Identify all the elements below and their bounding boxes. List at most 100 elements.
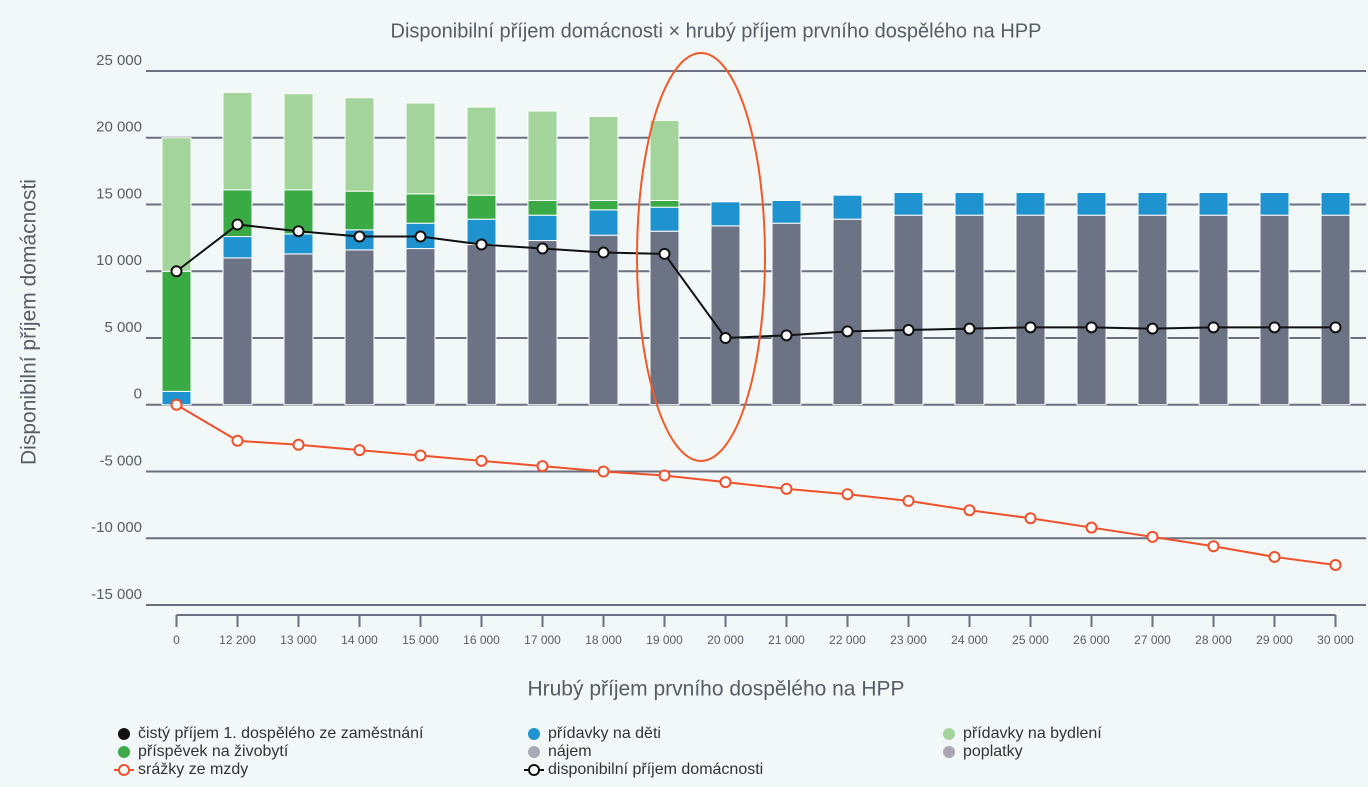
x-tick-label: 27 000 xyxy=(1134,633,1171,647)
legend-label[interactable]: přídavky na bydlení xyxy=(963,725,1102,742)
x-tick-label: 28 000 xyxy=(1195,633,1232,647)
line-marker xyxy=(536,242,549,255)
legend-label[interactable]: srážky ze mzdy xyxy=(138,761,248,778)
bar-segment xyxy=(588,234,619,406)
bar-segment xyxy=(1198,191,1229,216)
x-tick-label: 17 000 xyxy=(524,633,561,647)
y-tick-label: 15 000 xyxy=(96,185,142,202)
line-marker xyxy=(292,438,305,451)
bar-segment xyxy=(222,236,253,259)
x-tick-label: 26 000 xyxy=(1073,633,1110,647)
y-axis-label: Disponibilní příjem domácnosti xyxy=(18,179,41,465)
line-marker xyxy=(1329,321,1342,334)
bar-segment xyxy=(771,199,802,224)
bar-segment xyxy=(1259,191,1290,216)
series-line xyxy=(175,403,1336,566)
line-marker xyxy=(1024,321,1037,334)
line-marker xyxy=(414,449,427,462)
x-tick-label: 12 200 xyxy=(219,633,256,647)
x-tick-label: 19 000 xyxy=(646,633,683,647)
line-marker xyxy=(1207,321,1220,334)
line-marker xyxy=(536,460,549,473)
y-tick-label: 5 000 xyxy=(104,319,142,336)
bar-segment xyxy=(832,218,863,406)
bar-segment xyxy=(1320,191,1351,216)
x-tick-label: 21 000 xyxy=(768,633,805,647)
x-tick-label: 0 xyxy=(173,633,180,647)
line-marker xyxy=(353,230,366,243)
line-marker xyxy=(1085,521,1098,534)
line-marker xyxy=(963,504,976,517)
chart-title: Disponibilní příjem domácnosti × hrubý p… xyxy=(391,20,1042,42)
x-tick-label: 18 000 xyxy=(585,633,622,647)
line-marker xyxy=(1268,321,1281,334)
bar-segment xyxy=(1015,214,1046,406)
bar-segment xyxy=(222,91,253,191)
bar-segment xyxy=(466,194,497,220)
bar-segment xyxy=(283,93,314,191)
bar-segment xyxy=(1320,214,1351,406)
bar-segment xyxy=(771,222,802,406)
bar-segment xyxy=(527,199,558,216)
legend-label[interactable]: přídavky na děti xyxy=(548,725,661,742)
bar-segment xyxy=(649,230,680,406)
x-tick-label: 25 000 xyxy=(1012,633,1049,647)
legend-label[interactable]: nájem xyxy=(548,743,592,760)
bar-segment xyxy=(222,257,253,406)
line-marker xyxy=(1329,558,1342,571)
legend-label[interactable]: čistý příjem 1. dospělého ze zaměstnání xyxy=(138,725,424,742)
y-tick-label: 0 xyxy=(134,386,142,403)
y-tick-label: -5 000 xyxy=(99,452,142,469)
line-marker xyxy=(231,434,244,447)
bar-segment xyxy=(710,225,741,406)
legend-label[interactable]: poplatky xyxy=(963,743,1023,760)
series-line xyxy=(175,223,1336,340)
x-tick-label: 15 000 xyxy=(402,633,439,647)
bar-segment xyxy=(1259,214,1290,406)
line-marker xyxy=(841,325,854,338)
x-tick-label: 20 000 xyxy=(707,633,744,647)
legend-label[interactable]: příspěvek na živobytí xyxy=(138,743,289,760)
legend-label[interactable]: disponibilní příjem domácnosti xyxy=(548,761,763,778)
bar-segment xyxy=(344,249,375,406)
line-marker xyxy=(1085,321,1098,334)
line-marker xyxy=(292,225,305,238)
bar-segment xyxy=(588,209,619,236)
line-marker xyxy=(475,454,488,467)
x-tick-label: 30 000 xyxy=(1317,633,1354,647)
line-marker xyxy=(719,476,732,489)
line-marker xyxy=(1146,322,1159,335)
line-marker xyxy=(841,488,854,501)
bar-segment xyxy=(527,240,558,406)
bar-segment xyxy=(588,115,619,201)
bar-segment xyxy=(466,106,497,196)
bar-segment xyxy=(1076,191,1107,216)
y-tick-label: 10 000 xyxy=(96,252,142,269)
bar-segment xyxy=(161,270,192,392)
bar-segment xyxy=(1198,214,1229,406)
bar-segment xyxy=(405,102,436,195)
bar-segment xyxy=(344,97,375,192)
line-marker xyxy=(1268,550,1281,563)
line-marker xyxy=(597,465,610,478)
bar-segment xyxy=(1137,191,1168,216)
y-tick-label: 25 000 xyxy=(96,52,142,69)
bar-segment xyxy=(1076,214,1107,406)
bar-segment xyxy=(954,214,985,406)
line-marker xyxy=(414,230,427,243)
legend-marker xyxy=(943,728,955,740)
legend-marker xyxy=(118,728,130,740)
x-tick-label: 14 000 xyxy=(341,633,378,647)
bar-segment xyxy=(832,194,863,220)
legend-marker xyxy=(528,728,540,740)
bar-segment xyxy=(527,110,558,201)
bar-segment xyxy=(893,191,924,216)
line-marker xyxy=(658,247,671,260)
line-marker xyxy=(1146,530,1159,543)
bar-segment xyxy=(1137,214,1168,406)
line-marker xyxy=(719,332,732,344)
line-marker xyxy=(780,482,793,495)
legend-marker xyxy=(528,746,540,758)
